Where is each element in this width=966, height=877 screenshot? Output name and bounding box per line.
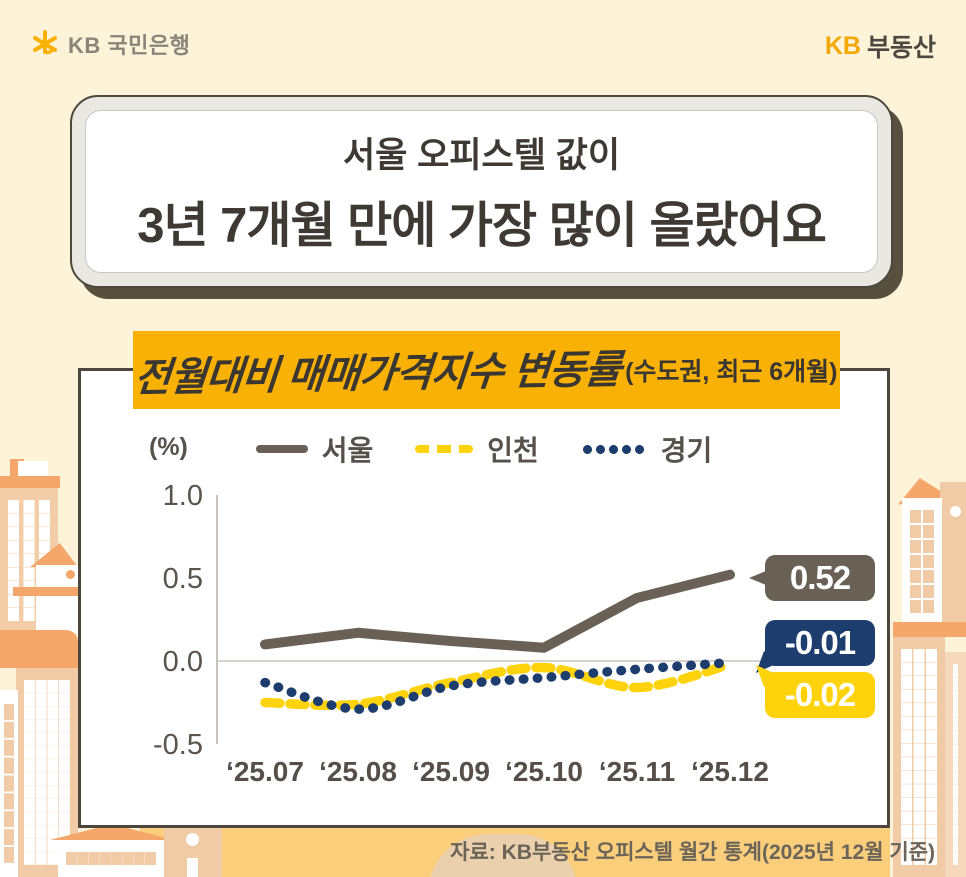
callout-arrow-icon — [756, 665, 778, 687]
legend-label: 경기 — [660, 435, 713, 466]
y-axis-unit-label: (%) — [149, 433, 188, 461]
y-tick-label: 0.0 — [163, 646, 203, 678]
y-tick-label: 1.0 — [163, 480, 203, 512]
value-callout-gyeonggi: -0.01 — [756, 620, 875, 673]
kb-realestate-logo: KB 부동산 — [825, 28, 936, 64]
building-roof-left — [0, 476, 60, 488]
chart-card: 서울 인천 경기 (%) 1.0 0.5 0.0 -0.5 ‘25.07 ‘25.08 ‘2… — [78, 368, 890, 828]
dashed-line-swatch — [415, 445, 474, 453]
building-right-top — [902, 498, 942, 625]
kb-bank-logo: KB 국민은행 — [30, 28, 190, 60]
solid-line-swatch — [255, 445, 308, 453]
data-source-note: 자료: KB부동산 오피스텔 월간 통계(2025년 12월 기준) — [450, 841, 935, 864]
callout-value: 0.52 — [789, 559, 851, 596]
title-line1: 서울 오피스텔 값이 — [342, 135, 621, 175]
building-windows — [24, 680, 70, 865]
x-tick-label: ‘25.07 — [226, 756, 304, 787]
dotted-line-swatch — [580, 444, 647, 454]
brand-kb-text: KB — [824, 31, 861, 60]
x-tick-label: ‘25.11 — [599, 756, 675, 787]
brand-name-text: 부동산 — [866, 34, 936, 62]
building-left-white — [0, 690, 18, 877]
bottom-house-door — [187, 858, 198, 877]
building-roof-band-right — [893, 622, 966, 637]
callout-value: -0.01 — [784, 624, 856, 661]
building-windows — [953, 664, 958, 865]
building-roof-band-left — [0, 630, 78, 668]
legend-label: 서울 — [321, 435, 374, 466]
building-windows — [910, 510, 934, 613]
house-trim-left — [13, 587, 78, 596]
house-window-dot — [66, 570, 75, 579]
bottom-house — [58, 840, 164, 877]
callout-value: -0.02 — [784, 676, 856, 713]
value-callout-seoul: 0.52 — [749, 555, 875, 601]
x-tick-label: ‘25.09 — [412, 756, 490, 787]
building-windows — [901, 649, 937, 865]
bottom-house-window-dot — [186, 833, 199, 846]
chart-title: 전월대비 매매가격지수 변동률 — [132, 347, 624, 401]
series-line-경기 — [260, 657, 735, 714]
building-right-far — [945, 652, 966, 877]
building-right-bottom — [893, 637, 945, 877]
series-line-서울 — [260, 569, 735, 653]
kb-star-icon — [33, 30, 57, 55]
y-tick-label: -0.5 — [153, 729, 203, 761]
legend-label: 인천 — [487, 435, 539, 466]
legend-item-seoul: 서울 — [255, 429, 374, 469]
x-tick-label: ‘25.12 — [691, 756, 769, 787]
building-roof-cap — [18, 461, 48, 478]
title-panel: 서울 오피스텔 값이 3년 7개월 만에 가장 많이 올랐어요 — [70, 95, 893, 288]
chart-title-banner: 전월대비 매매가격지수 변동률 (수도권, 최근 6개월) — [133, 331, 840, 409]
legend-item-incheon: 인천 — [415, 429, 539, 469]
building-windows — [4, 704, 14, 863]
callout-arrow-icon — [749, 569, 771, 587]
chart-subtitle: (수도권, 최근 6개월) — [625, 358, 838, 386]
title-line2: 3년 7개월 만에 가장 많이 올랐어요 — [137, 198, 827, 253]
legend-item-gyeonggi: 경기 — [580, 429, 713, 469]
chart-legend: 서울 인천 경기 — [81, 429, 887, 469]
x-tick-label: ‘25.10 — [505, 756, 583, 787]
building-right-side — [940, 482, 966, 625]
bank-logo-text: KB 국민은행 — [68, 33, 191, 58]
building-window-dot — [950, 506, 961, 517]
y-tick-label: 0.5 — [163, 563, 203, 595]
title-panel-inner: 서울 오피스텔 값이 3년 7개월 만에 가장 많이 올랐어요 — [85, 110, 878, 273]
x-tick-label: ‘25.08 — [319, 756, 397, 787]
line-chart: 1.0 0.5 0.0 -0.5 ‘25.07 ‘25.08 ‘25.09 ‘25.10 ‘25… — [153, 480, 769, 787]
house-windows — [66, 852, 156, 865]
value-callout-incheon: -0.02 — [756, 665, 875, 718]
